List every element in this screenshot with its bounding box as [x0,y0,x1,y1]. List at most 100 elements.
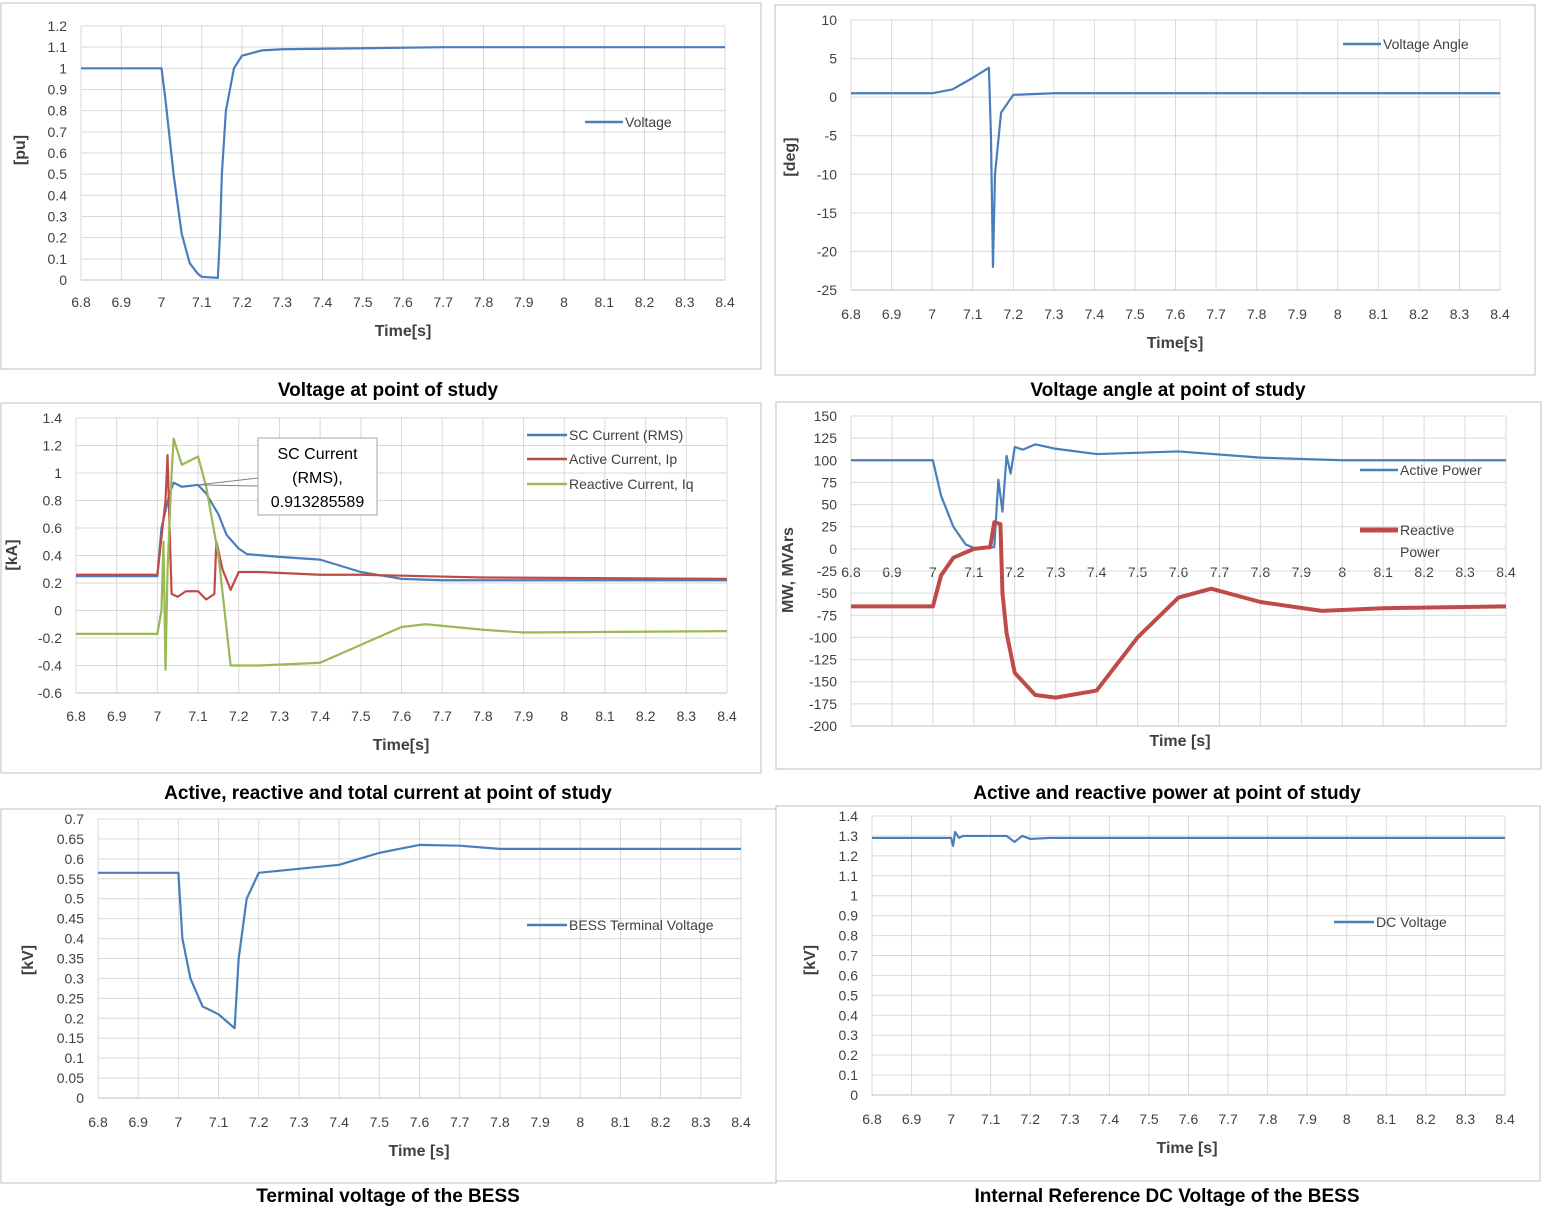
legend-label: Active Current, Ip [569,451,677,467]
x-tick-label: 8.1 [1373,564,1393,580]
x-tick-label: 8.1 [595,294,615,310]
x-axis-title: Time [s] [388,1143,449,1160]
callout-leader [198,484,259,487]
x-axis-title: Time[s] [1147,335,1204,352]
y-tick-label: 0.4 [43,548,63,564]
x-tick-label: 7.6 [393,294,413,310]
x-tick-label: 7.2 [249,1114,269,1130]
x-axis-title: Time[s] [375,323,432,340]
y-tick-label: 125 [814,430,838,446]
y-tick-label: 0.6 [43,520,63,536]
x-tick-label: 8.4 [715,294,735,310]
y-tick-label: -75 [817,607,837,623]
y-tick-label: 1.2 [43,438,63,454]
y-tick-label: 1 [54,465,62,481]
x-tick-label: 7.3 [1046,564,1066,580]
x-tick-label: 8.3 [1456,1111,1476,1127]
chart-border [775,805,1541,1182]
y-tick-label: 0 [829,541,837,557]
x-tick-label: 8.4 [1490,306,1510,322]
x-tick-label: 7.9 [1292,564,1312,580]
legend-label: Voltage Angle [1383,36,1469,52]
x-tick-label: 7.4 [310,708,330,724]
legend-label: DC Voltage [1376,914,1447,930]
x-tick-label: 8 [1338,564,1346,580]
y-axis-title: MW, MVArs [780,527,797,613]
x-tick-label: 7 [153,708,161,724]
y-tick-label: 0.5 [839,987,859,1003]
y-tick-label: 1 [59,60,67,76]
x-tick-label: 6.9 [107,708,127,724]
x-tick-label: 8.3 [1455,564,1475,580]
x-tick-label: 6.8 [88,1114,108,1130]
x-tick-label: 8.1 [1369,306,1389,322]
x-tick-label: 8 [560,708,568,724]
y-tick-label: 0.65 [57,831,84,847]
x-tick-label: 6.8 [71,294,91,310]
y-tick-label: 1.1 [839,868,859,884]
x-tick-label: 6.9 [112,294,132,310]
y-tick-label: 0.1 [48,251,68,267]
y-tick-label: 75 [821,474,837,490]
x-axis-title: Time[s] [373,737,430,754]
x-tick-label: 7.9 [1287,306,1307,322]
x-tick-label: 7.7 [450,1114,470,1130]
chart-caption: Voltage angle at point of study [1030,380,1306,401]
y-axis-title: [pu] [12,135,29,165]
x-tick-label: 8 [1343,1111,1351,1127]
x-tick-label: 8.2 [1409,306,1429,322]
x-tick-label: 7 [929,564,937,580]
x-tick-label: 7.7 [432,708,452,724]
x-tick-label: 8.3 [675,294,695,310]
x-tick-label: 7.1 [188,708,208,724]
x-tick-label: 7.2 [1004,306,1024,322]
y-tick-label: 0.05 [57,1070,84,1086]
y-tick-label: 0 [59,272,67,288]
y-tick-label: 0.4 [48,187,68,203]
x-tick-label: 7.9 [1297,1111,1317,1127]
y-tick-label: 0.45 [57,911,84,927]
chart-border [775,401,1542,770]
chart-4: 6.8 6.9 7 7.1 7.2 7.3 7.4 7.5 7.6 7.7 7.8 7.9 8 8.1 8.… [775,401,1542,804]
callout-text: 0.913285589 [271,494,365,511]
y-tick-label: 150 [814,408,838,424]
y-tick-label: 0.1 [839,1067,859,1083]
x-tick-label: 7.2 [1021,1111,1041,1127]
y-tick-label: -100 [809,629,837,645]
x-tick-label: 7.9 [530,1114,550,1130]
x-tick-label: 7.3 [1060,1111,1080,1127]
y-tick-label: 0.3 [65,970,85,986]
x-tick-label: 8.1 [595,708,615,724]
x-tick-label: 8.4 [731,1114,751,1130]
x-tick-label: 7.5 [1125,306,1145,322]
y-tick-label: -125 [809,652,837,668]
x-tick-label: 7.9 [514,294,534,310]
legend-label: BESS Terminal Voltage [569,917,714,933]
callout-leader [198,477,259,486]
y-tick-label: 0.6 [48,145,68,161]
x-tick-label: 7 [158,294,166,310]
series-line-voltage-angle [851,66,1500,268]
x-tick-label: 7.7 [1206,306,1226,322]
y-tick-label: 0.3 [839,1027,859,1043]
y-tick-label: 0.5 [48,166,68,182]
y-tick-label: 0.9 [48,82,68,98]
y-tick-label: 10 [821,12,837,28]
y-tick-label: 0.7 [65,811,85,827]
chart-6: 6.8 6.9 7 7.1 7.2 7.3 7.4 7.5 7.6 7.7 7.8 7.9 8 8.1 8.… [775,805,1541,1207]
x-tick-label: 7.1 [981,1111,1001,1127]
legend-label: SC Current (RMS) [569,427,683,443]
x-tick-label: 8 [1334,306,1342,322]
x-tick-label: 8.2 [651,1114,671,1130]
y-tick-label: 0.6 [839,967,859,983]
y-tick-label: -200 [809,718,837,734]
y-tick-label: 0.15 [57,1030,84,1046]
y-tick-label: 0.6 [65,851,85,867]
x-tick-label: 7.7 [1210,564,1230,580]
x-tick-label: 6.8 [841,306,861,322]
x-tick-label: 7.6 [392,708,412,724]
chart-3: 6.8 6.9 7 7.1 7.2 7.3 7.4 7.5 7.6 7.7 7.8 7.9 8 8.1 8.… [0,402,762,804]
y-tick-label: 0.25 [57,990,84,1006]
y-tick-label: -0.2 [38,630,62,646]
x-tick-label: 7.7 [434,294,454,310]
